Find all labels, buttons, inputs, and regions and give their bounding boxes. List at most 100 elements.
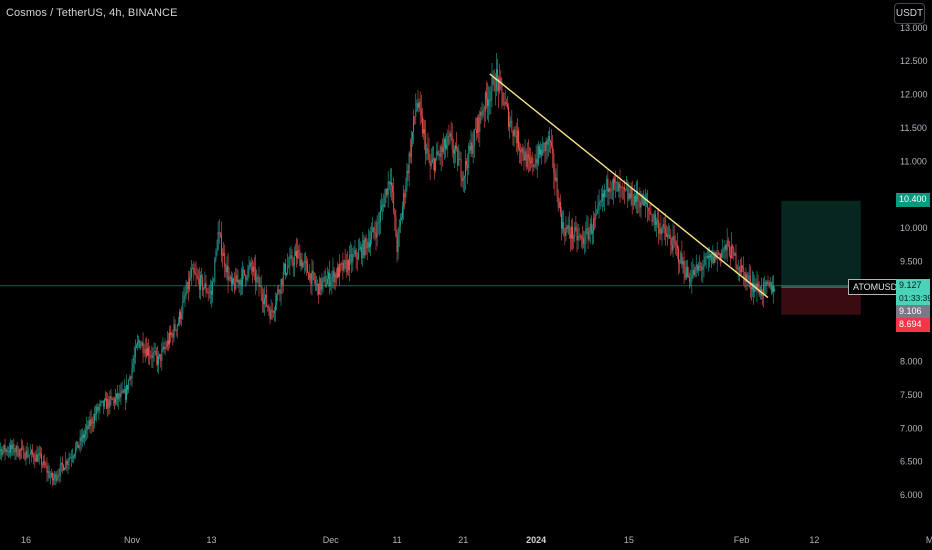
candle — [426, 143, 428, 161]
candle — [325, 275, 327, 288]
candle — [77, 441, 79, 449]
candle — [576, 222, 578, 253]
candle — [544, 142, 546, 165]
candle — [356, 252, 358, 272]
candle — [170, 325, 172, 343]
candle — [505, 98, 507, 108]
candle — [57, 469, 59, 482]
candle — [381, 193, 382, 212]
candle — [678, 245, 680, 275]
candle — [704, 252, 706, 266]
candle — [49, 471, 51, 485]
candle — [451, 123, 453, 158]
candle — [299, 243, 301, 267]
candle — [97, 402, 99, 413]
candle — [127, 384, 129, 395]
candle — [333, 267, 335, 290]
candle — [164, 338, 166, 356]
candle — [109, 390, 111, 414]
candle — [131, 358, 133, 387]
candle — [61, 456, 63, 474]
candle — [555, 168, 557, 182]
candle — [514, 126, 516, 137]
candle — [76, 440, 78, 452]
candle — [668, 223, 670, 240]
candle — [159, 353, 161, 360]
candle — [414, 116, 416, 125]
candle — [458, 144, 460, 167]
candle — [611, 178, 613, 200]
candle — [275, 292, 276, 322]
candle — [183, 286, 185, 303]
candle — [670, 228, 672, 256]
candle — [137, 334, 138, 351]
candle — [568, 211, 570, 239]
candle — [282, 262, 284, 293]
candle — [764, 275, 766, 296]
candle — [701, 262, 703, 282]
candle — [391, 168, 392, 201]
x-tick-label: Nov — [124, 535, 141, 545]
candle — [329, 260, 331, 295]
candle — [65, 452, 67, 470]
candle — [108, 395, 110, 416]
candle — [29, 444, 31, 455]
candle — [571, 219, 572, 250]
candle — [18, 448, 20, 461]
candle — [663, 216, 665, 241]
candle — [596, 208, 598, 216]
candle — [703, 251, 705, 278]
candle — [20, 448, 21, 460]
candle — [421, 107, 423, 137]
candle — [239, 277, 241, 296]
candle — [206, 288, 208, 294]
loss-zone[interactable] — [781, 287, 861, 315]
candle — [74, 453, 76, 459]
candle — [460, 152, 462, 187]
profit-zone[interactable] — [781, 200, 861, 288]
candle — [395, 209, 397, 238]
candle — [624, 180, 625, 205]
y-tick-label: 12.000 — [900, 90, 928, 100]
candle — [13, 438, 15, 456]
candle — [323, 270, 325, 283]
candle — [272, 310, 274, 318]
candle — [726, 228, 728, 262]
candle — [599, 199, 601, 210]
candle — [562, 210, 564, 235]
candle — [154, 342, 156, 356]
candle — [491, 63, 493, 108]
candle — [117, 385, 119, 407]
candle — [511, 109, 513, 133]
candle — [578, 227, 580, 241]
candle — [94, 406, 95, 429]
candle — [17, 445, 19, 458]
candle — [446, 132, 448, 151]
candle — [37, 446, 39, 462]
candle — [68, 452, 70, 470]
candle — [35, 449, 37, 462]
candle — [132, 355, 134, 373]
candle — [574, 221, 576, 243]
candle — [731, 232, 733, 259]
candle — [292, 257, 294, 277]
candle — [319, 275, 321, 295]
candle — [416, 99, 418, 112]
candle — [510, 116, 512, 128]
candle — [101, 400, 103, 404]
candle — [4, 438, 6, 461]
candle — [398, 218, 400, 248]
candle — [760, 277, 762, 300]
candle — [75, 441, 77, 459]
candle — [240, 267, 242, 295]
trendline[interactable] — [489, 73, 769, 299]
candle — [641, 193, 643, 205]
candle — [584, 231, 586, 255]
candle — [262, 288, 264, 313]
candle — [293, 246, 295, 277]
currency-button[interactable]: USDT — [894, 3, 925, 24]
candle — [467, 153, 469, 184]
candle — [303, 253, 305, 274]
candle — [60, 462, 62, 472]
